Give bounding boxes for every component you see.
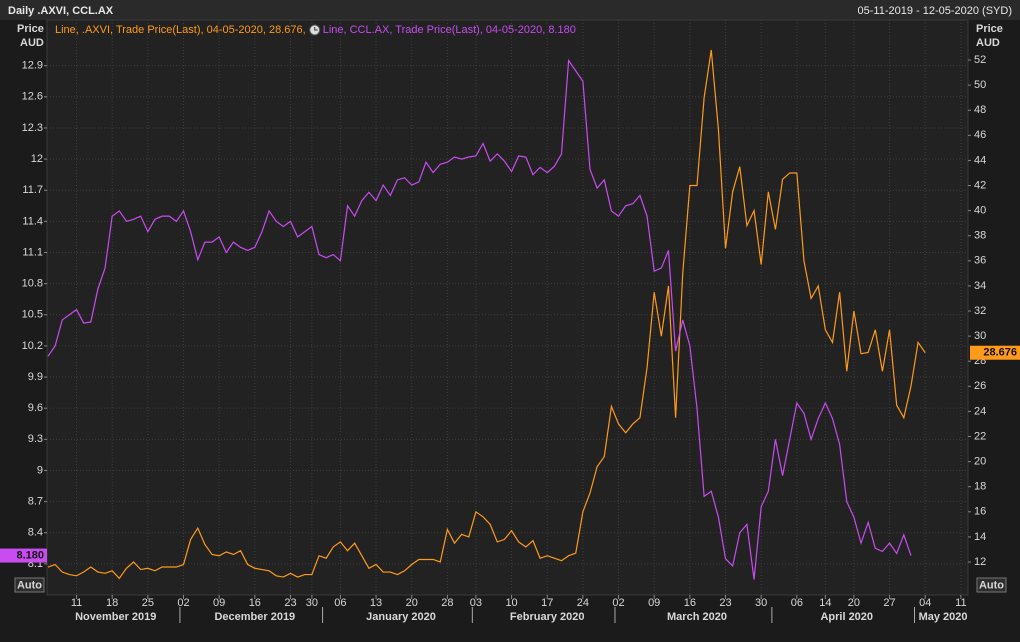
x-tick-label: 11 [955, 597, 966, 609]
y-tick-label: 9.6 [28, 402, 43, 414]
header-range: 05-11-2019 - 12-05-2020 (SYD) [858, 5, 1013, 17]
plot-area [46, 19, 969, 596]
y2-tick-label: 36 [974, 255, 986, 267]
y-tick-label: 10.8 [22, 278, 43, 290]
y2-tick-label: 40 [974, 205, 986, 217]
month-label: November 2019 [75, 611, 156, 623]
legend-entry: Line, CCL.AX, Trade Price(Last), 04-05-2… [323, 24, 576, 36]
x-tick-label: 27 [883, 597, 895, 609]
y-tick-label: 11.7 [22, 184, 43, 196]
x-tick-label: 25 [142, 597, 154, 609]
x-tick-label: 09 [648, 597, 660, 609]
y-tick-label: 12.9 [22, 60, 43, 72]
series-line [47, 58, 912, 580]
y-tick-label: 11.4 [22, 215, 43, 227]
month-label: January 2020 [366, 611, 436, 623]
y2-tick-label: 38 [974, 230, 986, 242]
y2-tick-label: 32 [974, 305, 986, 317]
y2-tick-label: 48 [974, 104, 986, 116]
x-tick-label: 24 [577, 597, 589, 609]
x-tick-label: 28 [441, 597, 453, 609]
y2-tick-label: 44 [974, 154, 986, 166]
y2-tick-label: 18 [974, 481, 986, 493]
y-tick-label: 8.4 [28, 527, 43, 539]
y2-tick-label: 34 [974, 280, 986, 292]
x-tick-label: 23 [719, 597, 731, 609]
y-tick-label: 9.3 [28, 433, 43, 445]
y-tick-label: 12 [31, 153, 43, 165]
x-tick-label: 30 [306, 597, 318, 609]
x-tick-label: 14 [819, 597, 831, 609]
x-tick-label: 23 [284, 597, 296, 609]
x-tick-label: 18 [106, 597, 118, 609]
x-tick-label: 02 [612, 597, 624, 609]
x-tick-label: 09 [213, 597, 225, 609]
y-tick-label: 10.2 [22, 340, 43, 352]
y-tick-label: 9.9 [28, 371, 43, 383]
y-tick-label: 8.7 [28, 495, 43, 507]
x-tick-label: 02 [177, 597, 189, 609]
y2-tick-label: 52 [974, 54, 986, 66]
y-axis-label: Price [17, 23, 44, 35]
x-tick-label: 13 [370, 597, 382, 609]
last-value-tag [0, 548, 47, 563]
y2-tick-label: 24 [974, 405, 986, 417]
x-tick-label: 20 [848, 597, 860, 609]
month-label: May 2020 [919, 611, 968, 623]
header-title: Daily .AXVI, CCL.AX [8, 5, 114, 17]
last-value-tag [970, 345, 1020, 360]
x-tick-label: 06 [334, 597, 346, 609]
x-tick-label: 20 [406, 597, 418, 609]
x-tick-label: 04 [919, 597, 931, 609]
month-label: March 2020 [667, 611, 727, 623]
x-tick-label: 16 [249, 597, 261, 609]
month-label: February 2020 [510, 611, 585, 623]
scale-mode-right[interactable]: Auto [979, 579, 1004, 591]
y2-tick-label: 30 [974, 330, 986, 342]
month-label: December 2019 [214, 611, 295, 623]
series-line [47, 49, 926, 580]
y2-axis-unit: AUD [976, 37, 1000, 49]
y-tick-label: 11.1 [22, 246, 43, 258]
y2-tick-label: 26 [974, 380, 986, 392]
x-tick-label: 06 [791, 597, 803, 609]
y2-tick-label: 20 [974, 456, 986, 468]
grid [47, 20, 968, 595]
y2-axis-label: Price [976, 23, 1003, 35]
scale-mode-box[interactable] [976, 577, 1007, 593]
y2-tick-label: 46 [974, 129, 986, 141]
x-tick-label: 16 [684, 597, 696, 609]
y-tick-label: 9 [37, 464, 43, 476]
y2-tick-label: 12 [974, 556, 986, 568]
x-tick-label: 11 [71, 597, 82, 609]
y2-tick-label: 22 [974, 430, 986, 442]
last-value-label: 28.676 [983, 347, 1017, 359]
header-bar [0, 0, 1020, 20]
x-tick-label: 10 [505, 597, 517, 609]
y2-tick-label: 16 [974, 506, 986, 518]
x-tick-label: 03 [470, 597, 482, 609]
last-value-label: 8.180 [16, 549, 44, 561]
legend-entry: Line, .AXVI, Trade Price(Last), 04-05-20… [55, 24, 306, 36]
month-label: April 2020 [820, 611, 873, 623]
y-tick-label: 10.5 [22, 309, 43, 321]
x-tick-label: 17 [541, 597, 553, 609]
x-tick-label: 30 [755, 597, 767, 609]
scale-mode-left[interactable]: Auto [17, 579, 42, 591]
scale-mode-box[interactable] [14, 577, 45, 593]
y-tick-label: 12.6 [22, 91, 43, 103]
y2-tick-label: 50 [974, 79, 986, 91]
y-axis-unit: AUD [20, 37, 44, 49]
y-tick-label: 12.3 [22, 122, 43, 134]
legend-icon [314, 27, 318, 31]
y2-tick-label: 14 [974, 531, 986, 543]
y2-tick-label: 42 [974, 179, 986, 191]
